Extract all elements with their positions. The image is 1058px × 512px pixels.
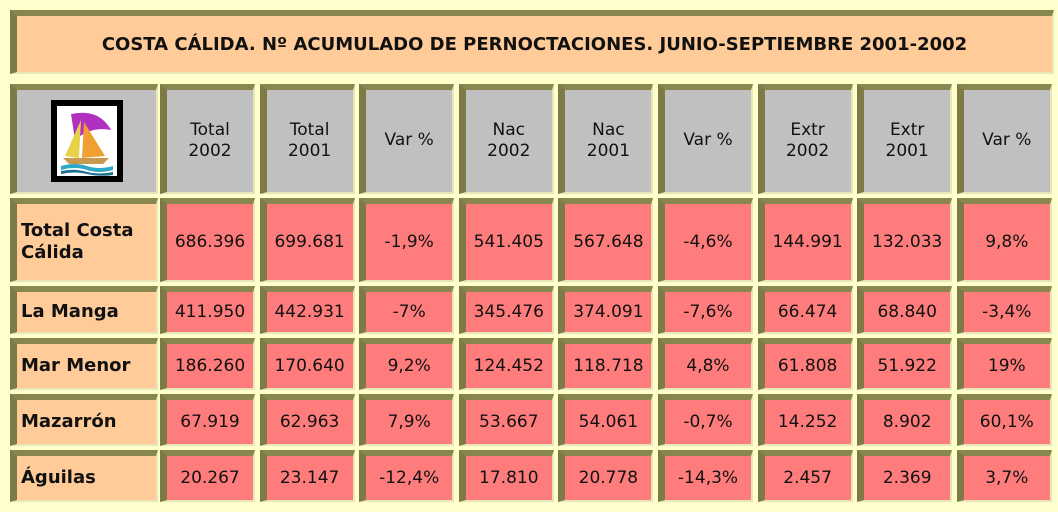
data-cell: 17.810 (459, 450, 554, 502)
data-cell: 4,8% (658, 338, 753, 390)
data-cell: 62.963 (260, 394, 355, 446)
column-header: Extr 2001 (857, 84, 952, 194)
column-header: Extr 2002 (758, 84, 853, 194)
data-cell: 68.840 (857, 286, 952, 334)
row-label: Mar Menor (10, 338, 158, 390)
data-cell: 186.260 (160, 338, 255, 390)
column-header: Total 2001 (260, 84, 355, 194)
column-header: Nac 2001 (558, 84, 653, 194)
data-cell: 118.718 (558, 338, 653, 390)
data-cell: 170.640 (260, 338, 355, 390)
data-cell: 60,1% (957, 394, 1052, 446)
data-cell: 67.919 (160, 394, 255, 446)
data-cell: 61.808 (758, 338, 853, 390)
data-cell: 14.252 (758, 394, 853, 446)
data-cell: 66.474 (758, 286, 853, 334)
data-cell: 124.452 (459, 338, 554, 390)
data-cell: -1,9% (359, 198, 454, 282)
data-cell: 411.950 (160, 286, 255, 334)
data-cell: 2.369 (857, 450, 952, 502)
data-cell: 345.476 (459, 286, 554, 334)
data-cell: 20.778 (558, 450, 653, 502)
data-cell: 132.033 (857, 198, 952, 282)
table-title: COSTA CÁLIDA. Nº ACUMULADO DE PERNOCTACI… (10, 10, 1054, 74)
icon-cell (10, 84, 158, 194)
row-label: Águilas (10, 450, 158, 502)
data-cell: 3,7% (957, 450, 1052, 502)
data-cell: 53.667 (459, 394, 554, 446)
data-cell: 9,2% (359, 338, 454, 390)
column-header: Var % (359, 84, 454, 194)
data-cell: 374.091 (558, 286, 653, 334)
data-cell: -7% (359, 286, 454, 334)
data-cell: 144.991 (758, 198, 853, 282)
data-cell: 8.902 (857, 394, 952, 446)
data-cell: 54.061 (558, 394, 653, 446)
row-label: Total Costa Cálida (10, 198, 158, 282)
data-cell: 541.405 (459, 198, 554, 282)
data-cell: -12,4% (359, 450, 454, 502)
row-label: La Manga (10, 286, 158, 334)
data-cell: -3,4% (957, 286, 1052, 334)
page: COSTA CÁLIDA. Nº ACUMULADO DE PERNOCTACI… (0, 0, 1058, 512)
data-cell: 567.648 (558, 198, 653, 282)
data-cell: 23.147 (260, 450, 355, 502)
data-cell: 686.396 (160, 198, 255, 282)
row-label: Mazarrón (10, 394, 158, 446)
column-header: Nac 2002 (459, 84, 554, 194)
data-cell: 51.922 (857, 338, 952, 390)
column-header: Var % (957, 84, 1052, 194)
data-cell: 9,8% (957, 198, 1052, 282)
column-header: Total 2002 (160, 84, 255, 194)
data-cell: -14,3% (658, 450, 753, 502)
sailboat-icon (51, 100, 123, 182)
column-header: Var % (658, 84, 753, 194)
data-cell: 442.931 (260, 286, 355, 334)
data-cell: 699.681 (260, 198, 355, 282)
data-cell: -7,6% (658, 286, 753, 334)
data-cell: 7,9% (359, 394, 454, 446)
data-cell: -0,7% (658, 394, 753, 446)
data-cell: -4,6% (658, 198, 753, 282)
data-cell: 20.267 (160, 450, 255, 502)
data-cell: 19% (957, 338, 1052, 390)
data-cell: 2.457 (758, 450, 853, 502)
